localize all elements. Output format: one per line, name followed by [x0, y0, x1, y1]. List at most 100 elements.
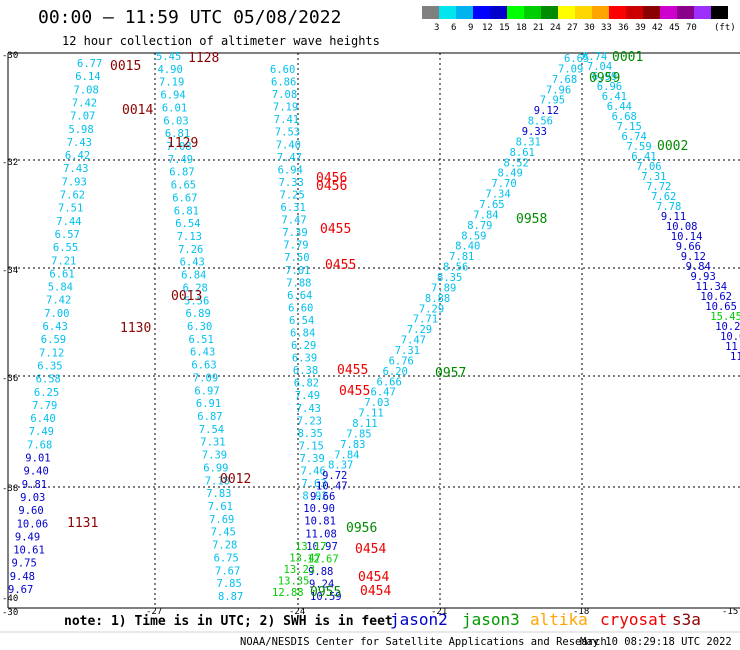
map-title: 00:00 – 11:59 UTC 05/08/2022: [38, 7, 341, 28]
wave-height-value: 13.35: [278, 576, 310, 588]
pass-header-label: 0455: [320, 222, 351, 237]
wave-height-value: 7.65: [479, 199, 504, 211]
pass-header-label: 0456: [316, 171, 347, 186]
wave-height-value: 7.09: [558, 63, 583, 75]
wave-height-value: 6.54: [289, 315, 314, 327]
wave-height-value: 7.03: [364, 397, 389, 409]
wave-height-value: 7.61: [208, 501, 233, 513]
wave-height-value: 7.71: [413, 314, 438, 326]
lon-label: -18: [573, 607, 589, 617]
wave-height-value: 6.74: [582, 51, 607, 63]
lon-label: -24: [289, 607, 305, 617]
wave-height-value: 9.40: [24, 466, 49, 478]
pass-header-label: 0015: [110, 59, 141, 74]
wave-height-value: 8.79: [467, 220, 492, 232]
wave-height-value: 7.83: [340, 439, 365, 451]
wave-height-value: 7.49: [29, 426, 54, 438]
color-scale-label: 39: [635, 23, 646, 33]
wave-height-value: 10.28: [715, 321, 740, 333]
color-swatch: [643, 6, 660, 19]
wave-height-value: 6.91: [196, 398, 221, 410]
pass-header-label: 0455: [339, 384, 370, 399]
wave-height-value: 9.88: [308, 566, 333, 578]
wave-height-value: 7.33: [279, 177, 304, 189]
wave-height-value: 6.81: [165, 128, 190, 140]
color-scale-label: 45: [669, 23, 680, 33]
wave-height-value: 8.11: [352, 418, 377, 430]
wave-height-value: 7.23: [297, 415, 322, 427]
wave-height-value: 7.79: [32, 400, 57, 412]
color-swatch: [694, 6, 711, 19]
wave-height-value: 7.13: [177, 231, 202, 243]
color-swatch: [439, 6, 456, 19]
color-swatch: [507, 6, 524, 19]
wave-height-value: 7.31: [200, 437, 225, 449]
wave-height-value: 7.11: [358, 408, 383, 420]
wave-height-value: 11: [730, 351, 740, 363]
color-swatch: [456, 6, 473, 19]
wave-height-value: 7.07: [70, 111, 95, 123]
color-scale-legend: 3 6 9 12 15 18 21 24 27 30 33 36 39 42 45 70 (ft): [422, 6, 736, 33]
lat-lon-grid: [7, 52, 740, 609]
wave-height-value: 7.34: [485, 189, 510, 201]
wave-height-value: 5.45: [156, 51, 181, 63]
wave-height-value: 10.47: [316, 481, 348, 493]
wave-height-value: 9.01: [25, 453, 50, 465]
pass-header-label: 0454: [360, 584, 391, 599]
pass-header-label: 0013: [171, 289, 202, 304]
wave-height-value: 7.49: [295, 390, 320, 402]
wave-height-value: 7.41: [274, 114, 299, 126]
wave-height-value: 9.03: [20, 492, 45, 504]
wave-height-value: 7.43: [63, 163, 88, 175]
wave-height-value: 6.47: [371, 387, 396, 399]
wave-height-value: 7.28: [212, 540, 237, 552]
wave-height-value: 7.08: [74, 84, 99, 96]
wave-height-value: 7.79: [283, 240, 308, 252]
color-swatch: [609, 6, 626, 19]
wave-height-value: 9.67: [8, 584, 33, 596]
wave-height-value: 7.09: [193, 372, 218, 384]
wave-height-value: 10.97: [306, 541, 338, 553]
wave-height-value: 6.66: [377, 376, 402, 388]
wave-height-value: 7.43: [296, 403, 321, 415]
wave-height-value: 7.15: [617, 121, 642, 133]
wave-height-value: 7.39: [300, 453, 325, 465]
note-text: note: 1) Time is in UTC; 2) SWH is in fe…: [64, 614, 393, 629]
color-swatch: [660, 6, 677, 19]
pass-header-label: 1131: [67, 516, 98, 531]
pass-header-label: 0957: [435, 366, 466, 381]
wave-height-value: 12.67: [307, 553, 339, 565]
wave-height-value: 6.54: [175, 218, 200, 230]
color-swatch: [711, 6, 728, 19]
wave-height-value: 6.20: [383, 366, 408, 378]
wave-height-value: 7.40: [276, 139, 301, 151]
wave-height-value: 7.59: [626, 141, 651, 153]
wave-height-value: 9.81: [22, 479, 47, 491]
wave-height-value: 10.0: [720, 331, 740, 343]
wave-height-value: 6.42: [65, 150, 90, 162]
pass-header-label: 0958: [516, 212, 547, 227]
wave-height-value: 8.56: [528, 116, 553, 128]
lat-label: -36: [2, 374, 18, 384]
wave-height-value: 10.81: [304, 516, 336, 528]
wave-height-value: 8.61: [510, 147, 535, 159]
color-swatch: [677, 6, 694, 19]
lat-label: -34: [2, 266, 18, 276]
wave-height-value: 8.92: [302, 491, 327, 503]
wave-height-value: 6.81: [174, 205, 199, 217]
wave-height-value: 9.66: [310, 491, 335, 503]
wave-height-value: 6.29: [291, 340, 316, 352]
wave-height-value: 5.84: [48, 282, 73, 294]
wave-height-value: 7.81: [449, 251, 474, 263]
color-scale-label: 33: [601, 23, 612, 33]
wave-height-value: 9.12: [534, 105, 559, 117]
sat-s3a: s3a: [672, 610, 701, 629]
wave-height-value: 9.11: [661, 211, 686, 223]
wave-height-value: 6.86: [271, 77, 296, 89]
wave-height-value: 7.46: [301, 466, 326, 478]
lon-label: -27: [146, 607, 162, 617]
wave-height-value: 6.60: [270, 64, 295, 76]
wave-height-value: 6.51: [189, 334, 214, 346]
wave-height-value: 6.44: [607, 101, 632, 113]
color-scale-label: 3: [434, 23, 439, 33]
